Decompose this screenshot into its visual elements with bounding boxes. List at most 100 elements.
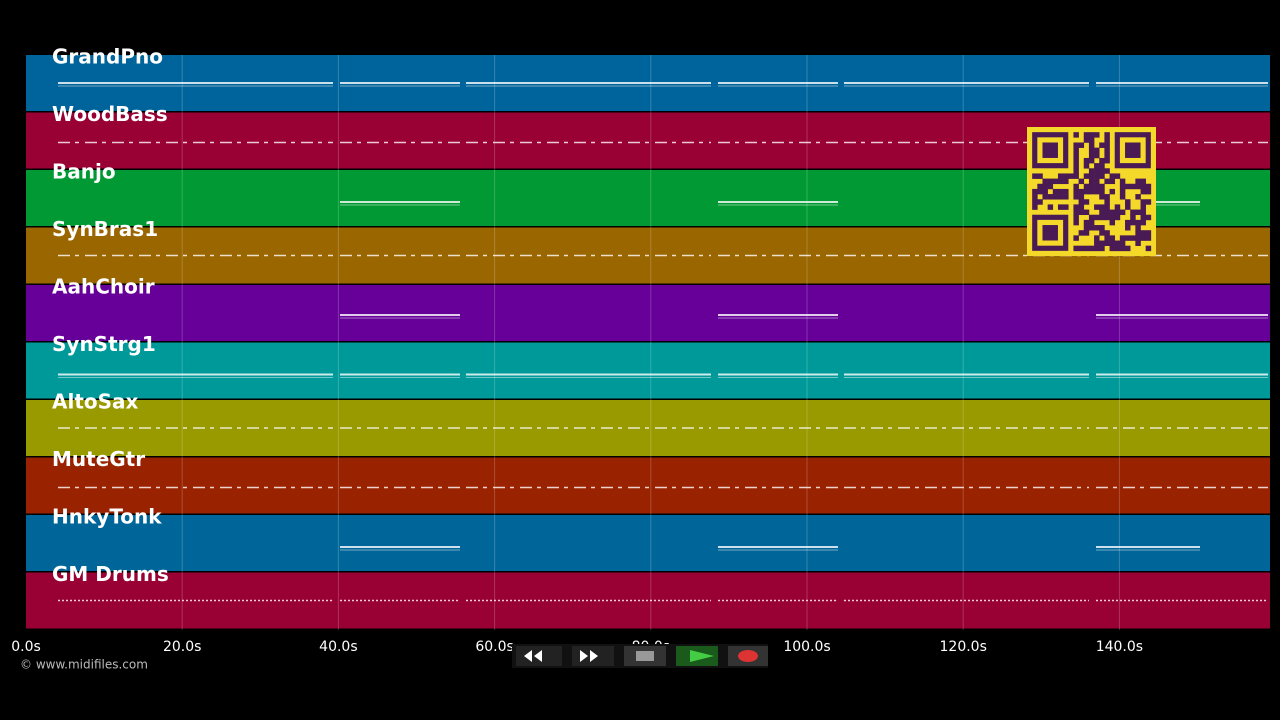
qr-cell xyxy=(1114,240,1121,246)
transport-controls xyxy=(512,644,768,668)
track-name: MuteGtr xyxy=(52,447,145,471)
qr-cell xyxy=(1135,194,1141,200)
track-name: Banjo xyxy=(52,160,116,184)
qr-cell xyxy=(1094,214,1100,221)
qr-cell xyxy=(1119,178,1126,185)
qr-cell xyxy=(1057,178,1064,185)
qr-cell xyxy=(1073,235,1079,241)
qr-cell xyxy=(1083,219,1090,226)
qr-cell xyxy=(1125,204,1131,210)
qr-cell xyxy=(1073,142,1079,148)
qr-cell xyxy=(1047,183,1054,190)
qr-cell xyxy=(1099,163,1105,169)
qr-cell xyxy=(1104,152,1110,159)
qr-cell xyxy=(1088,225,1095,231)
qr-cell xyxy=(1068,173,1074,179)
stop-button[interactable] xyxy=(624,646,666,666)
qr-cell xyxy=(1083,163,1090,169)
qr-cell xyxy=(1063,178,1069,185)
qr-cell xyxy=(1088,219,1095,226)
qr-cell xyxy=(1099,142,1105,148)
qr-cell xyxy=(1073,173,1079,179)
qr-cell xyxy=(1094,240,1100,246)
qr-cell xyxy=(1125,183,1131,190)
qr-cell xyxy=(1140,219,1146,226)
qr-cell xyxy=(1135,183,1141,190)
qr-cell xyxy=(1088,132,1095,138)
qr-cell xyxy=(1083,183,1090,190)
qr-cell xyxy=(1073,214,1079,221)
qr-cell xyxy=(1042,194,1048,200)
qr-cell xyxy=(1099,168,1105,174)
time-tick-label: 0.0s xyxy=(11,639,41,655)
qr-cell xyxy=(1099,183,1105,190)
qr-cell xyxy=(1114,204,1121,210)
track-lane xyxy=(26,515,1270,571)
qr-cell xyxy=(1042,188,1048,195)
qr-cell xyxy=(1125,245,1131,252)
qr-cell xyxy=(1094,163,1100,169)
rewind-button[interactable] xyxy=(516,646,562,666)
qr-cell xyxy=(1119,245,1126,252)
qr-cell xyxy=(1073,219,1079,226)
qr-cell xyxy=(1047,178,1054,185)
qr-cell xyxy=(1119,209,1126,216)
qr-cell xyxy=(1032,188,1038,195)
qr-cell xyxy=(1140,230,1146,236)
qr-cell xyxy=(1104,132,1110,138)
qr-cell xyxy=(1088,245,1095,252)
qr-cell xyxy=(1088,152,1095,159)
qr-cell xyxy=(1083,137,1090,143)
qr-cell xyxy=(1140,204,1146,210)
forward-button[interactable] xyxy=(572,646,614,666)
qr-cell xyxy=(1073,168,1079,174)
qr-cell xyxy=(1057,188,1064,195)
time-axis: 0.0s20.0s40.0s60.0s80.0s100.0s120.0s140.… xyxy=(11,639,1143,655)
qr-cell xyxy=(1099,209,1105,216)
qr-cell xyxy=(1057,204,1064,210)
qr-cell xyxy=(1083,209,1090,216)
qr-cell xyxy=(1109,173,1116,179)
qr-cell xyxy=(1083,188,1090,195)
qr-cell xyxy=(1099,173,1105,179)
qr-cell xyxy=(1088,173,1095,179)
qr-cell xyxy=(1109,219,1116,226)
record-button[interactable] xyxy=(728,646,768,666)
qr-cell xyxy=(1125,199,1131,205)
qr-cell xyxy=(1094,235,1100,241)
qr-cell xyxy=(1119,235,1126,241)
qr-cell xyxy=(1078,199,1085,205)
qr-cell xyxy=(1073,209,1079,216)
qr-cell xyxy=(1032,194,1038,200)
qr-cell xyxy=(1104,137,1110,143)
qr-code xyxy=(1027,127,1156,256)
qr-cell xyxy=(1140,183,1146,190)
qr-finder xyxy=(1125,142,1141,158)
qr-cell xyxy=(1063,194,1069,200)
qr-cell xyxy=(1140,209,1146,216)
qr-cell xyxy=(1042,178,1048,185)
qr-cell xyxy=(1083,230,1090,236)
qr-cell xyxy=(1145,245,1152,252)
qr-cell xyxy=(1073,183,1079,190)
qr-cell xyxy=(1078,142,1085,148)
qr-cell xyxy=(1063,204,1069,210)
qr-cell xyxy=(1094,245,1100,252)
qr-cell xyxy=(1099,188,1105,195)
qr-cell xyxy=(1073,132,1079,138)
qr-cell xyxy=(1125,235,1131,241)
qr-cell xyxy=(1099,204,1105,210)
qr-cell xyxy=(1052,194,1059,200)
qr-cell xyxy=(1073,152,1079,159)
qr-cell xyxy=(1083,199,1090,205)
qr-cell xyxy=(1119,240,1126,246)
qr-cell xyxy=(1047,194,1054,200)
qr-cell xyxy=(1109,178,1116,185)
qr-cell xyxy=(1037,183,1043,190)
play-button[interactable] xyxy=(676,646,718,666)
track-lane xyxy=(26,457,1270,514)
time-grid xyxy=(181,55,1120,630)
qr-cell xyxy=(1099,245,1105,252)
qr-cell xyxy=(1073,188,1079,195)
qr-cell xyxy=(1140,235,1146,241)
